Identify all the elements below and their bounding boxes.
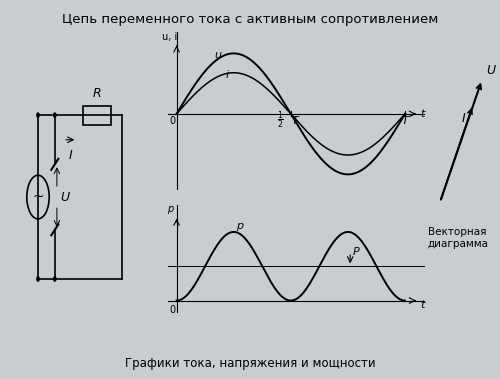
Text: t: t (420, 299, 424, 310)
Circle shape (37, 113, 39, 117)
Text: R: R (92, 87, 101, 100)
Text: u, i: u, i (162, 32, 178, 42)
Text: I: I (68, 149, 72, 162)
Text: $\frac{1}{2}$: $\frac{1}{2}$ (277, 110, 284, 131)
Text: P: P (353, 247, 360, 257)
Text: u: u (215, 50, 222, 60)
Text: U: U (486, 64, 496, 77)
Text: Цепь переменного тока с активным сопротивлением: Цепь переменного тока с активным сопроти… (62, 13, 438, 26)
Text: Векторная
диаграмма: Векторная диаграмма (427, 227, 488, 249)
Text: U: U (60, 191, 70, 204)
Text: p: p (167, 204, 173, 214)
Text: 0: 0 (169, 116, 175, 126)
Circle shape (54, 277, 56, 281)
Circle shape (54, 113, 56, 117)
Text: Графики тока, напряжения и мощности: Графики тока, напряжения и мощности (124, 357, 376, 370)
Text: 0: 0 (169, 305, 175, 315)
Bar (83, 106, 111, 125)
Text: T: T (292, 116, 298, 125)
Text: t: t (420, 109, 424, 119)
Text: I: I (462, 113, 466, 125)
Text: i: i (226, 70, 229, 80)
Text: T: T (402, 116, 408, 125)
Text: p: p (236, 221, 242, 232)
Circle shape (37, 277, 39, 281)
Text: ~: ~ (32, 190, 44, 204)
